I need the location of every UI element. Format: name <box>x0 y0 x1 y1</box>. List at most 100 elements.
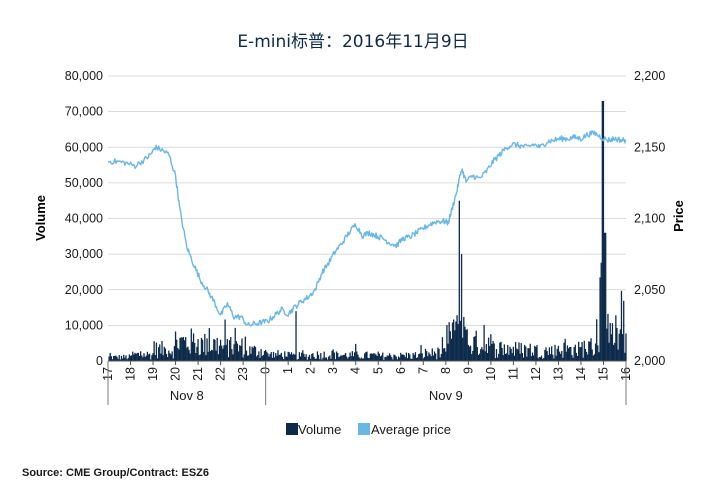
volume-bar <box>281 356 284 361</box>
volume-bar <box>469 345 472 361</box>
volume-bar <box>186 347 188 361</box>
volume-bar <box>407 352 410 361</box>
volume-bar <box>548 347 551 361</box>
volume-bar <box>316 351 319 361</box>
volume-bar <box>145 355 147 361</box>
volume-bar <box>109 352 111 361</box>
volume-bar <box>268 356 270 361</box>
volume-bar <box>362 358 365 361</box>
volume-bar <box>343 354 346 361</box>
volume-bar <box>532 355 535 361</box>
volume-bar <box>154 355 156 361</box>
volume-bar <box>330 358 332 361</box>
legend-volume-swatch <box>286 423 298 435</box>
volume-bar <box>212 350 214 361</box>
volume-bar <box>534 345 536 361</box>
volume-bar <box>226 338 228 361</box>
volume-bar <box>213 339 215 361</box>
legend-price-label: Average price <box>371 422 451 437</box>
volume-bar <box>519 353 521 361</box>
volume-bar <box>376 356 378 361</box>
volume-bar <box>394 355 396 361</box>
volume-bar <box>364 353 366 361</box>
volume-bar <box>195 353 197 361</box>
volume-bar <box>161 341 163 361</box>
volume-bar <box>587 354 589 361</box>
volume-bar <box>404 357 406 361</box>
volume-bar <box>415 357 418 361</box>
volume-bar <box>614 342 616 361</box>
volume-bar <box>395 356 397 361</box>
volume-bar <box>141 355 143 361</box>
volume-bar <box>180 337 182 361</box>
volume-bar <box>499 342 501 361</box>
volume-bar <box>228 340 231 361</box>
volume-bar <box>183 340 186 361</box>
volume-bar <box>567 348 570 361</box>
volume-bar <box>314 358 316 361</box>
volume-bar <box>607 313 609 361</box>
volume-bar <box>231 349 233 361</box>
volume-bar <box>375 354 377 361</box>
volume-bar <box>147 354 150 361</box>
y-left-tick-label: 80,000 <box>65 69 103 83</box>
legend-price-swatch <box>358 423 370 435</box>
volume-bar <box>620 290 623 361</box>
volume-bar <box>168 350 170 361</box>
volume-bar <box>393 354 395 361</box>
volume-bar <box>547 354 549 361</box>
volume-bar <box>303 353 305 361</box>
volume-bar <box>191 341 194 361</box>
volume-bar <box>555 355 557 361</box>
volume-bar <box>216 337 218 361</box>
volume-bar <box>185 337 187 361</box>
volume-bar <box>579 347 581 361</box>
volume-bar <box>463 316 465 361</box>
day-group-labels: Nov 8 Nov 9 <box>107 361 627 405</box>
volume-bar <box>611 323 614 361</box>
x-tick-label: 21 <box>191 367 205 381</box>
volume-bar <box>569 347 571 361</box>
left-axis-ticks: 0 10,000 20,000 30,000 40,000 50,000 60,000 70,… <box>65 69 103 368</box>
volume-bar <box>278 354 280 361</box>
volume-bar <box>287 351 289 361</box>
volume-bar <box>118 355 120 361</box>
volume-bar <box>429 354 431 361</box>
volume-bar <box>392 359 394 361</box>
volume-bar <box>508 354 510 361</box>
volume-bar <box>261 355 263 361</box>
volume-bar <box>490 334 492 361</box>
volume-bar <box>160 353 162 361</box>
volume-bar <box>134 352 136 361</box>
volume-bar <box>379 356 382 361</box>
volume-bar <box>483 324 485 361</box>
volume-bar <box>503 344 506 361</box>
volume-bar <box>115 355 117 361</box>
volume-bar <box>159 344 161 361</box>
volume-bar <box>307 356 310 361</box>
volume-bar <box>430 356 432 361</box>
volume-bar <box>178 349 180 361</box>
volume-bar <box>302 350 304 361</box>
day-group-label: Nov 9 <box>429 388 463 403</box>
volume-bar <box>465 329 467 361</box>
volume-bar <box>437 347 439 361</box>
x-tick-label: 3 <box>326 367 340 374</box>
volume-bar <box>509 346 511 361</box>
volume-bar <box>189 353 191 361</box>
volume-bar <box>530 356 533 361</box>
volume-bar <box>589 341 591 361</box>
volume-bar <box>482 349 484 361</box>
volume-bar <box>243 354 245 361</box>
volume-bar <box>433 351 436 361</box>
volume-bar <box>121 358 124 361</box>
volume-bar <box>456 315 458 361</box>
volume-bar <box>203 351 205 361</box>
volume-bar <box>126 359 128 361</box>
volume-bar <box>596 319 598 361</box>
volume-bar <box>317 354 320 361</box>
volume-bar <box>520 343 522 361</box>
volume-bar <box>346 356 348 361</box>
volume-bar <box>342 354 344 361</box>
volume-bar <box>605 232 607 361</box>
